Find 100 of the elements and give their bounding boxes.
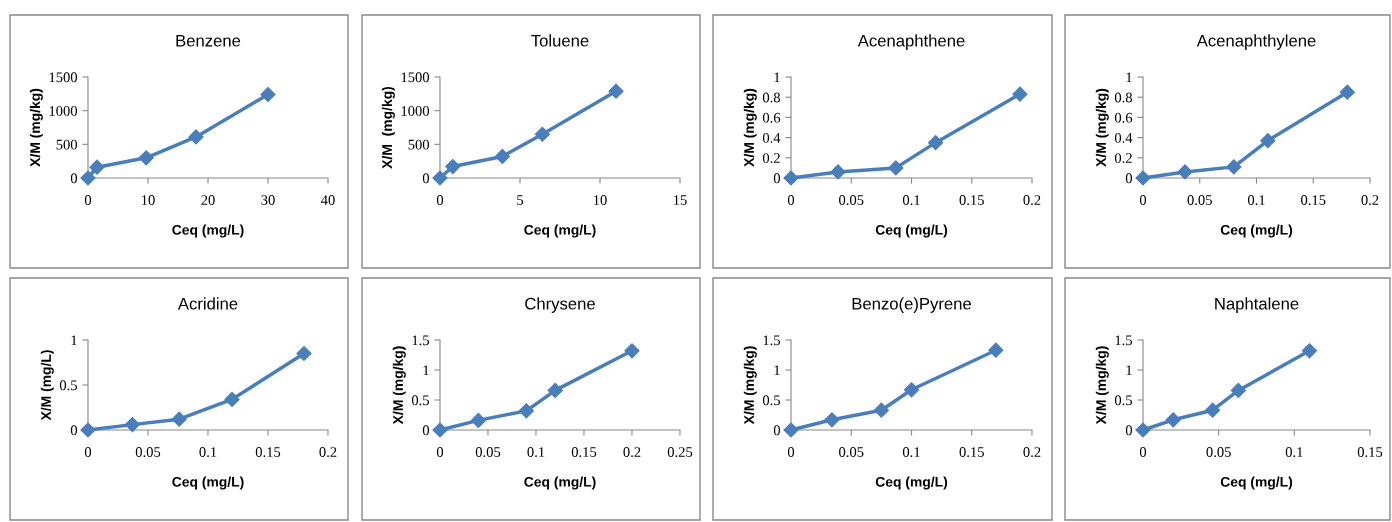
x-tick-label: 0.15 [1301, 195, 1326, 205]
point [80, 170, 96, 186]
y-tick-label: 0 [773, 425, 781, 436]
point [171, 411, 187, 427]
y-tick-label: 0 [422, 425, 430, 436]
chart-title: Naphtalene [1215, 297, 1299, 313]
point [873, 402, 889, 418]
x-tick-label: 0.05 [839, 447, 864, 457]
point [1135, 170, 1151, 186]
y-tick-label: 0.6 [1114, 112, 1133, 123]
y-tick-label: 0.5 [762, 395, 781, 406]
x-tick-label: 0.1 [199, 447, 217, 457]
x-axis-title: Ceq (mg/L) [875, 224, 948, 238]
y-tick-label: 1 [774, 365, 780, 376]
x-tick-label: 0.15 [255, 447, 281, 457]
y-axis-title: X/M (mg/kg) [392, 346, 406, 425]
point [1230, 382, 1246, 398]
y-tick-label: 1 [1126, 72, 1132, 83]
point [1260, 133, 1276, 149]
point [518, 403, 534, 419]
x-tick-label: 0 [787, 447, 795, 457]
y-axis-title: X/M (mg/kg) [1095, 88, 1109, 167]
point [783, 170, 799, 186]
x-tick-label: 0.05 [1206, 447, 1231, 457]
y-tick-label: 500 [56, 139, 78, 150]
x-tick-label: 0 [84, 195, 92, 205]
point [224, 391, 240, 407]
x-axis-title: Ceq (mg/L) [1220, 224, 1293, 238]
x-tick-label: 0 [787, 195, 795, 205]
x-tick-label: 20 [201, 195, 215, 205]
y-tick-label: 0.8 [1114, 92, 1133, 103]
x-tick-label: 0.2 [1023, 447, 1041, 457]
point [903, 382, 920, 398]
point [928, 135, 944, 151]
y-tick-label: 1000 [49, 106, 78, 116]
x-tick-label: 10 [593, 195, 607, 205]
y-tick-label: 0.5 [59, 380, 78, 391]
y-tick-label: 0.4 [762, 132, 781, 143]
point [1339, 84, 1355, 100]
y-tick-label: 0 [773, 173, 781, 184]
x-axis-title: Ceq (mg/L) [875, 476, 948, 490]
x-axis-title: Ceq (mg/L) [524, 476, 596, 490]
x-tick-label: 0.1 [902, 447, 920, 457]
point [988, 342, 1004, 358]
point [1226, 159, 1242, 175]
y-tick-label: 0.4 [1114, 132, 1133, 143]
point [296, 345, 312, 362]
y-tick-label: 1 [774, 72, 780, 83]
x-tick-label: 0.1 [1285, 447, 1303, 457]
point [445, 158, 461, 175]
y-tick-label: 0 [1125, 425, 1133, 436]
x-tick-label: 0 [1139, 195, 1147, 205]
x-tick-label: 0.1 [1247, 195, 1265, 205]
y-axis-title: X/M (mg/kg) [29, 88, 43, 167]
x-tick-label: 0.2 [623, 447, 641, 457]
x-tick-label: 0.25 [667, 447, 693, 457]
x-tick-label: 30 [261, 195, 275, 205]
x-tick-label: 0.05 [839, 195, 864, 205]
point [783, 422, 799, 438]
x-tick-label: 0.15 [959, 447, 984, 457]
point [432, 170, 448, 186]
x-tick-label: 40 [320, 195, 335, 205]
x-tick-label: 0.1 [902, 195, 920, 205]
point [608, 83, 624, 99]
y-tick-label: 1500 [49, 72, 78, 83]
point [1177, 164, 1193, 180]
point [1012, 86, 1028, 102]
y-tick-label: 0 [70, 173, 78, 184]
point [1135, 422, 1151, 438]
chart-title: Acenaphthene [857, 34, 965, 50]
y-tick-label: 0.6 [762, 112, 781, 123]
x-tick-label: 0 [1139, 447, 1147, 457]
x-tick-label: 0 [436, 447, 444, 457]
point [824, 412, 840, 428]
x-tick-label: 0.2 [319, 447, 337, 457]
y-tick-label: 1.5 [1115, 335, 1133, 346]
point [138, 150, 154, 166]
point [470, 412, 486, 428]
chart-title: Toluene [531, 34, 589, 47]
y-tick-label: 0.8 [762, 92, 781, 103]
y-tick-label: 1.5 [412, 335, 430, 346]
point [888, 160, 904, 176]
y-tick-label: 1 [1126, 365, 1132, 376]
y-axis-title: X/M (mg/kg) [743, 346, 757, 425]
y-tick-label: 500 [408, 139, 430, 150]
x-tick-label: 0.15 [959, 195, 984, 205]
x-tick-label: 0.2 [1023, 195, 1041, 205]
y-tick-label: 1000 [401, 106, 430, 116]
point [547, 382, 563, 398]
y-tick-label: 0.5 [411, 395, 430, 406]
chart-title: Acridine [177, 297, 238, 310]
chart-title: Benzo(e)Pyrene [852, 297, 971, 313]
x-tick-label: 0.05 [135, 447, 161, 457]
point [89, 159, 105, 175]
y-tick-label: 0 [70, 425, 78, 436]
y-tick-label: 0 [1125, 173, 1133, 184]
x-axis-title: Ceq (mg/L) [172, 476, 244, 490]
point [624, 343, 640, 359]
y-tick-label: 1 [71, 335, 77, 346]
y-tick-label: 0 [422, 173, 430, 184]
